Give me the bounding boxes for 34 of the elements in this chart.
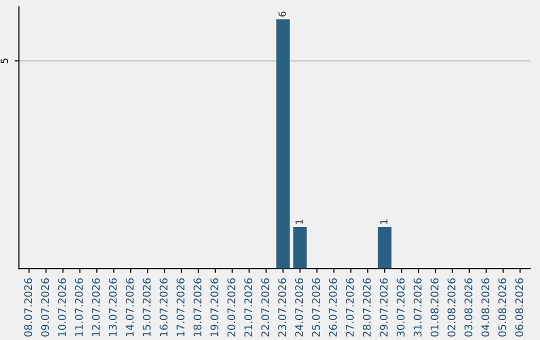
x-tick-label: 10.07.2026 [58,278,66,336]
x-tick-label: 26.07.2026 [329,278,337,337]
x-tick-label: 21.07.2026 [244,278,252,337]
x-tick-label: 17.07.2026 [176,278,184,336]
x-tick-label: 03.08.2026 [464,278,472,337]
x-tick-label: 24.07.2026 [295,278,304,337]
x-tick-label: 05.08.2026 [498,278,506,337]
data-label: 6 [278,12,286,17]
x-tick-label: 25.07.2026 [312,278,320,337]
x-tick-label: 23.07.2026 [278,278,286,337]
x-tick-label: 14.07.2026 [126,278,134,336]
x-tick-label: 01.08.2026 [430,278,438,337]
x-tick-label: 08.07.2026 [24,278,32,337]
x-tick-label: 16.07.2026 [160,278,168,336]
x-tick-label: 30.07.2026 [396,278,405,336]
y-tick-label: 5 [0,58,8,64]
x-tick-label: 20.07.2026 [227,278,236,337]
x-tick-label: 04.08.2026 [481,278,490,337]
x-tick-label: 13.07.2026 [108,278,117,336]
x-tick-label: 31.07.2026 [414,278,422,336]
x-tick-label: 11.07.2026 [75,278,83,336]
x-tick-label: 09.07.2026 [41,278,50,337]
x-tick-label: 29.07.2026 [380,278,388,337]
x-tick-label: 18.07.2026 [194,278,202,336]
x-tick-label: 22.07.2026 [261,278,270,337]
x-tick-label: 06.08.2026 [515,278,524,337]
x-tick-label: 28.07.2026 [362,278,371,337]
x-tick-label: 12.07.2026 [92,278,100,336]
x-tick-label: 02.08.2026 [448,278,456,337]
x-tick-label: 27.07.2026 [346,278,354,337]
data-label: 1 [296,220,303,224]
x-tick-label: 15.07.2026 [142,278,151,336]
data-label: 1 [380,220,388,224]
x-tick-label: 19.07.2026 [210,278,218,336]
